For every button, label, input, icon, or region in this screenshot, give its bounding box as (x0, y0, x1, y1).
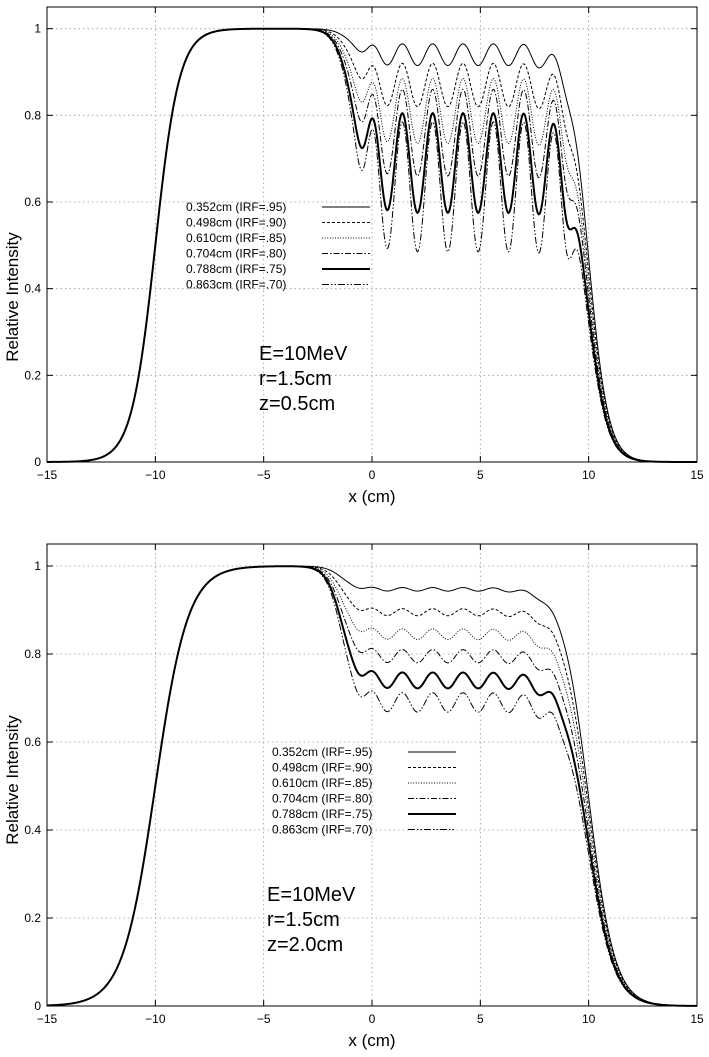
x-tick-label: 5 (477, 1012, 484, 1026)
x-tick-label: 5 (477, 468, 484, 482)
x-tick-label: −10 (145, 1012, 166, 1026)
annotation-line-2: z=0.5cm (259, 393, 335, 415)
y-tick-label: 0.8 (24, 647, 41, 661)
legend-label-4: 0.788cm (IRF=.75) (272, 807, 372, 821)
series-group (47, 27, 698, 463)
y-tick-label: 0 (34, 455, 41, 469)
legend-label-4: 0.788cm (IRF=.75) (186, 262, 286, 276)
series-line-1 (47, 28, 697, 463)
x-tick-label: 0 (369, 468, 376, 482)
y-tick-label: 0 (34, 999, 41, 1013)
series-line-4 (46, 565, 697, 1007)
axes: −15 −10 −5 0 5 10 15 0 0.2 0.4 0.6 0.8 1 (24, 544, 704, 1026)
y-tick-label: 1 (34, 22, 41, 36)
x-tick-label: 15 (690, 1012, 704, 1026)
x-tick-label: 15 (690, 468, 704, 482)
legend: 0.352cm (IRF=.95) 0.498cm (IRF=.90)0.610c… (272, 745, 456, 837)
y-tick-label: 1 (34, 559, 41, 573)
grid (47, 7, 697, 462)
series-line-5 (46, 565, 698, 1007)
y-tick-label: 0.4 (24, 282, 41, 296)
annotation-line-1: r=1.5cm (259, 368, 332, 390)
x-axis-title: x (cm) (348, 487, 395, 506)
annotation-line-1: r=1.5cm (267, 909, 340, 931)
x-tick-label: −5 (257, 468, 271, 482)
series-line-5 (47, 28, 697, 463)
series-line-2 (46, 565, 697, 1007)
series-line-2 (47, 28, 697, 463)
y-tick-label: 0.2 (24, 911, 41, 925)
x-tick-label: −15 (37, 468, 58, 482)
legend-label-1: 0.498cm (IRF=.90) (186, 216, 286, 230)
legend-label-3: 0.704cm (IRF=.80) (272, 792, 372, 806)
legend-label-1: 0.498cm (IRF=.90) (272, 761, 372, 775)
legend-label-2: 0.610cm (IRF=.85) (186, 231, 286, 245)
x-tick-label: −5 (257, 1012, 271, 1026)
legend-label-5: 0.863cm (IRF=.70) (186, 278, 286, 292)
axes: −15 −10 −5 0 5 10 15 0 0.2 0.4 0.6 0.8 1 (24, 7, 704, 482)
y-tick-label: 0.2 (24, 368, 41, 382)
y-tick-label: 0.6 (24, 735, 41, 749)
legend-label-0: 0.352cm (IRF=.95) (186, 200, 286, 214)
y-tick-label: 0.8 (24, 108, 41, 122)
x-tick-label: −15 (37, 1012, 58, 1026)
plot-frame (46, 6, 698, 463)
y-axis-title: Relative Intensity (3, 715, 22, 845)
series-line-3 (46, 565, 698, 1007)
series-group (46, 565, 698, 1007)
x-axis-title: x (cm) (348, 1031, 395, 1050)
chart-top: −15 −10 −5 0 5 10 15 0 0.2 0.4 0.6 0.8 1 x (cm) Relati… (3, 6, 704, 506)
annotation-line-2: z=2.0cm (267, 934, 343, 956)
y-tick-label: 0.4 (24, 823, 41, 837)
grid (47, 544, 697, 1006)
x-tick-label: 10 (582, 1012, 596, 1026)
plot-frame (46, 543, 698, 1007)
x-tick-label: 10 (582, 468, 596, 482)
legend-label-0: 0.352cm (IRF=.95) (272, 745, 372, 759)
annotation-line-0: E=10MeV (259, 343, 348, 365)
legend-label-5: 0.863cm (IRF=.70) (272, 823, 372, 837)
y-tick-label: 0.6 (24, 195, 41, 209)
x-tick-label: −10 (145, 468, 166, 482)
chart-bottom: −15 −10 −5 0 5 10 15 0 0.2 0.4 0.6 0.8 1 x (cm) Relati… (3, 543, 704, 1050)
x-tick-label: 0 (369, 1012, 376, 1026)
annotation: E=10MeV r=1.5cm z=0.5cm (259, 343, 348, 415)
legend-label-3: 0.704cm (IRF=.80) (186, 247, 286, 261)
series-line-4 (47, 27, 697, 463)
legend-label-2: 0.610cm (IRF=.85) (272, 776, 372, 790)
annotation-line-0: E=10MeV (267, 884, 356, 906)
annotation: E=10MeV r=1.5cm z=2.0cm (267, 884, 356, 956)
legend: 0.352cm (IRF=.95) 0.498cm (IRF=.90)0.610c… (186, 200, 370, 292)
y-axis-title: Relative Intensity (3, 232, 22, 362)
